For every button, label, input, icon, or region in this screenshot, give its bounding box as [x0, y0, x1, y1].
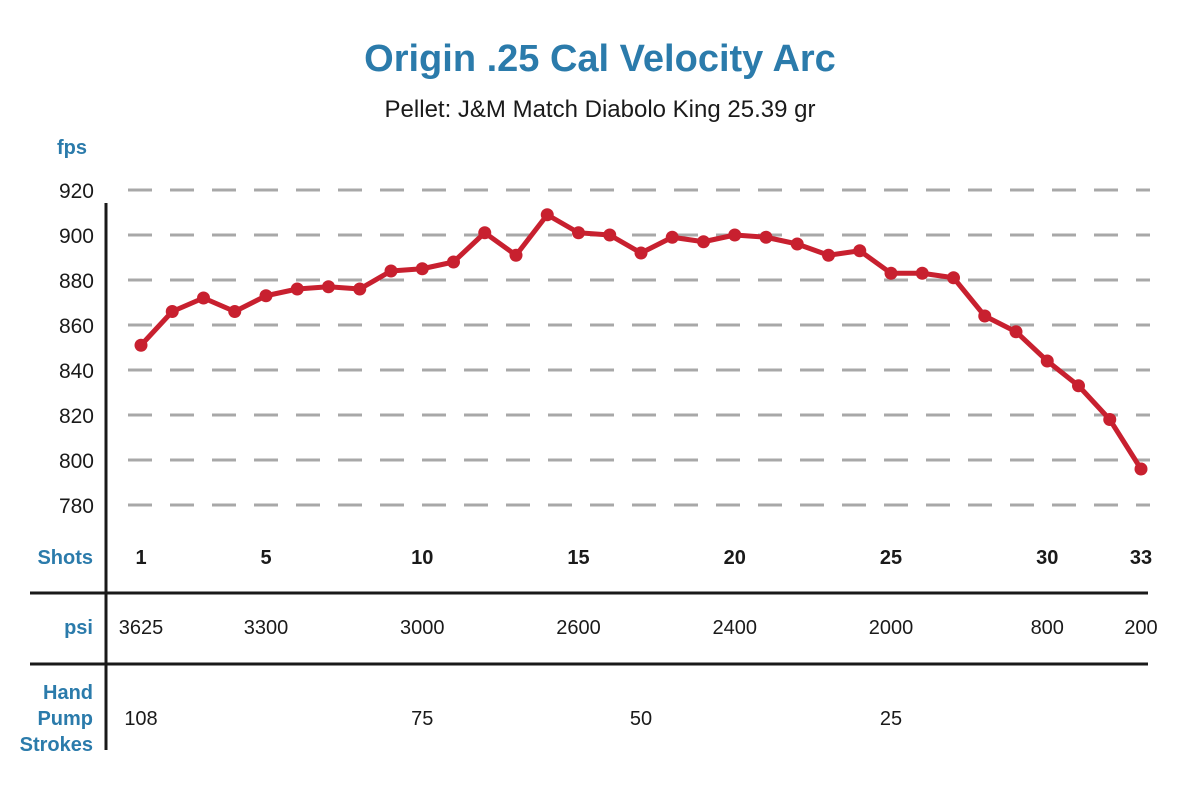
y-tick-label: 860 [59, 315, 94, 338]
data-point [415, 262, 429, 276]
shot-tick-label: 1 [135, 547, 146, 569]
y-tick-label: 780 [59, 495, 94, 518]
data-point [353, 282, 367, 296]
data-point [509, 248, 523, 262]
data-point [1134, 462, 1148, 476]
shot-tick-label: 30 [1036, 547, 1058, 569]
strokes-label-line-2: Pump [37, 708, 93, 730]
data-point [1103, 413, 1117, 426]
psi-ticks: 3625 3300 3000 2600 2400 2000 800 200 [119, 617, 1158, 639]
shot-tick-label: 33 [1130, 547, 1152, 569]
data-point [884, 266, 898, 280]
psi-value: 2400 [713, 617, 758, 639]
data-point [853, 244, 867, 258]
data-point [197, 291, 210, 305]
data-point [1072, 379, 1085, 393]
data-point [822, 248, 835, 262]
psi-value: 2000 [869, 617, 914, 639]
data-point [634, 246, 648, 260]
data-point [447, 255, 460, 269]
data-point [665, 230, 679, 244]
strokes-label-line-1: Hand [43, 682, 93, 704]
psi-value: 800 [1031, 617, 1064, 639]
shot-tick-label: 10 [411, 547, 433, 569]
shot-tick-label: 20 [724, 547, 746, 569]
data-point [978, 309, 992, 323]
data-point [790, 237, 804, 251]
data-point [1040, 354, 1054, 368]
y-axis-label: fps [57, 137, 87, 159]
data-point [1009, 325, 1023, 339]
shot-tick-label: 15 [567, 547, 589, 569]
chart-subtitle: Pellet: J&M Match Diabolo King 25.39 gr [384, 96, 816, 123]
strokes-value: 25 [880, 708, 902, 730]
data-point [572, 226, 585, 240]
data-point [384, 264, 398, 278]
shot-ticks: 1 5 10 15 20 25 30 33 [135, 547, 1152, 569]
data-point [697, 235, 710, 249]
psi-value: 2600 [556, 617, 601, 639]
data-point [728, 228, 742, 242]
data-point [603, 228, 617, 242]
y-tick-label: 800 [59, 450, 94, 473]
strokes-value: 108 [124, 708, 157, 730]
chart-title: Origin .25 Cal Velocity Arc [364, 38, 836, 80]
y-tick-label: 920 [59, 180, 94, 203]
data-point [134, 338, 148, 352]
y-tick-label: 820 [59, 405, 94, 428]
strokes-value: 75 [411, 708, 433, 730]
strokes-value: 50 [630, 708, 652, 730]
shot-tick-label: 5 [260, 547, 271, 569]
data-point [540, 208, 554, 222]
shot-tick-label: 25 [880, 547, 902, 569]
data-point [259, 289, 273, 303]
strokes-label-line-3: Strokes [20, 734, 93, 756]
stroke-ticks: 108 75 50 25 [124, 708, 902, 730]
data-point [947, 271, 960, 285]
data-point [478, 226, 492, 240]
y-tick-label: 880 [59, 270, 94, 293]
data-point [290, 282, 304, 296]
psi-value: 200 [1124, 617, 1157, 639]
grid-lines [128, 188, 1150, 507]
data-point [915, 266, 929, 280]
y-ticks: 920 900 880 860 840 820 800 780 [59, 180, 94, 518]
data-point [322, 280, 335, 294]
data-point [759, 230, 773, 244]
psi-value: 3300 [244, 617, 289, 639]
psi-value: 3000 [400, 617, 445, 639]
psi-value: 3625 [119, 617, 164, 639]
y-tick-label: 900 [59, 225, 94, 248]
psi-label: psi [64, 617, 93, 639]
y-tick-label: 840 [59, 360, 94, 383]
shots-label: Shots [37, 547, 93, 569]
data-point [228, 305, 242, 318]
data-point [165, 305, 179, 318]
velocity-series [134, 208, 1148, 476]
